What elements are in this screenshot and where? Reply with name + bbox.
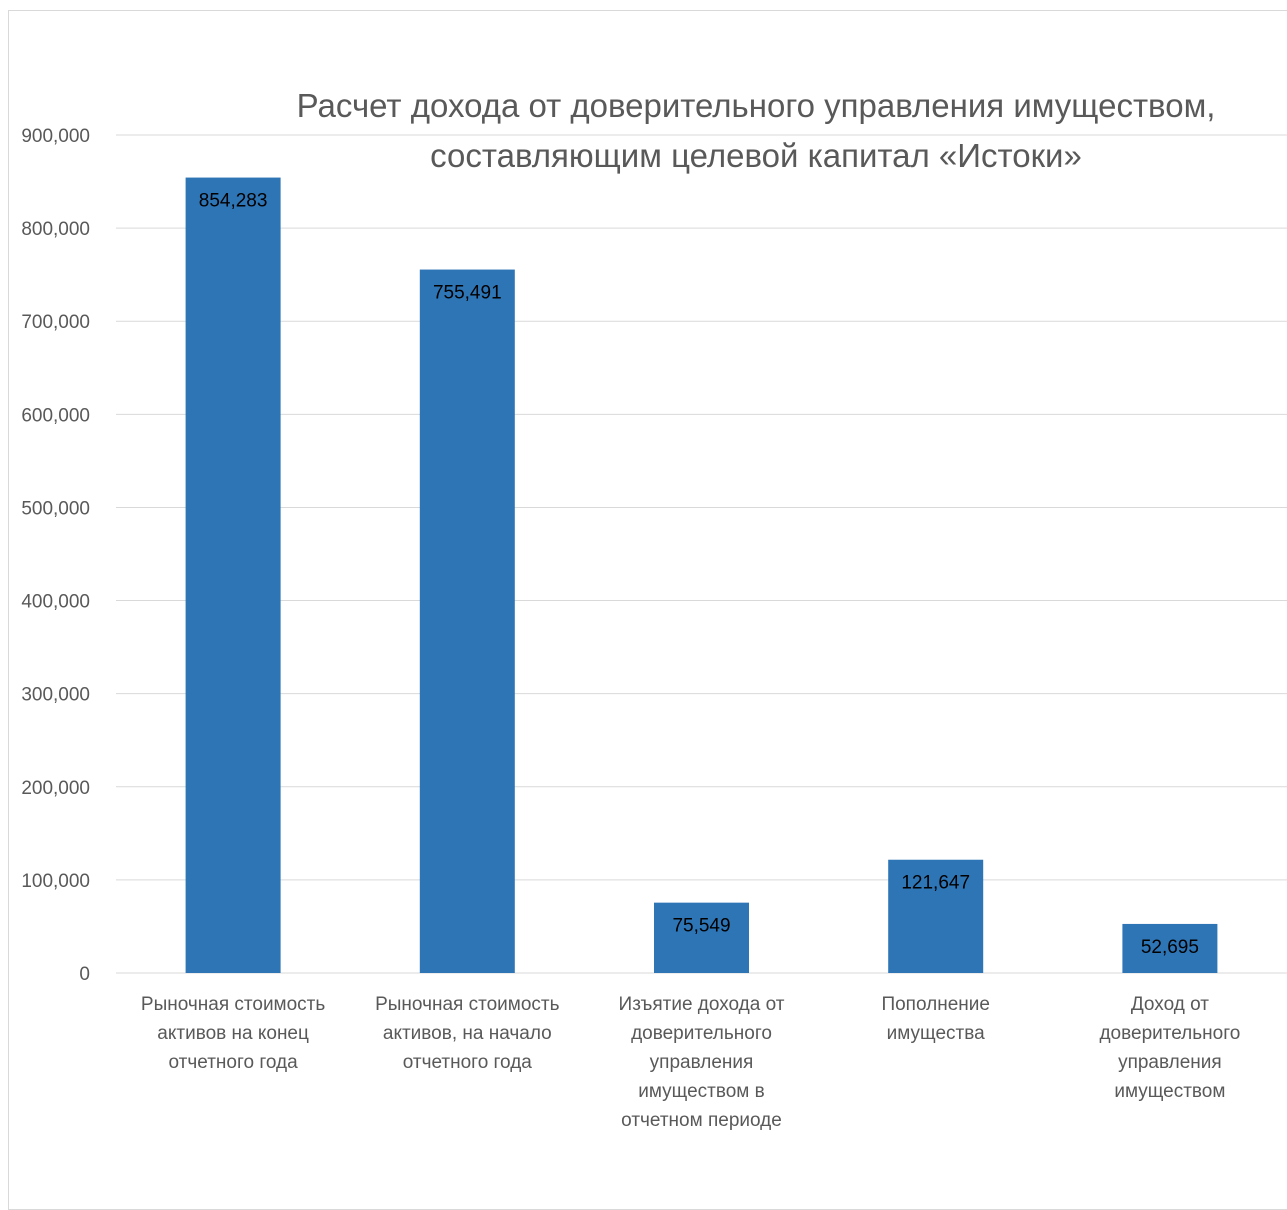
y-tick-label: 400,000 <box>21 592 90 613</box>
bar <box>419 269 515 973</box>
category-label: Пополнение имущества <box>881 994 989 1044</box>
y-tick-label: 600,000 <box>21 405 90 426</box>
y-tick-label: 0 <box>79 964 90 985</box>
y-tick-label: 800,000 <box>21 219 90 240</box>
data-label: 75,549 <box>672 916 730 937</box>
category-label: Доход от доверительного управления имуществ… <box>1099 994 1240 1102</box>
chart-title-line-1: Расчет дохода от доверительного управлен… <box>297 87 1216 124</box>
y-tick-label: 200,000 <box>21 778 90 799</box>
bars <box>185 177 1218 973</box>
labels: 0 100,000 200,000 300,000 400,000 500,000 600,… <box>21 126 1240 1131</box>
data-label: 121,647 <box>901 873 970 894</box>
chart-title-line-2: составляющим целевой капитал «Истоки» <box>430 137 1082 174</box>
category-label: Рыночная стоимость активов на конец отчетн… <box>141 994 325 1073</box>
y-tick-label: 700,000 <box>21 312 90 333</box>
y-tick-label: 900,000 <box>21 126 90 147</box>
bar <box>1122 923 1218 973</box>
y-tick-label: 100,000 <box>21 871 90 892</box>
y-tick-label: 500,000 <box>21 498 90 519</box>
gridlines <box>116 134 1287 974</box>
y-tick-label: 300,000 <box>21 685 90 706</box>
bar <box>185 177 281 973</box>
chart-title: Расчет дохода от доверительного управлен… <box>297 87 1216 174</box>
bar <box>654 902 749 973</box>
data-label: 755,491 <box>433 283 502 304</box>
category-label: Рыночная стоимость активов, на начало отче… <box>375 994 559 1073</box>
category-label: Изъятие дохода от доверительного управлени… <box>619 994 785 1131</box>
data-label: 854,283 <box>199 191 268 212</box>
bar <box>888 859 984 973</box>
data-label: 52,695 <box>1141 937 1199 958</box>
